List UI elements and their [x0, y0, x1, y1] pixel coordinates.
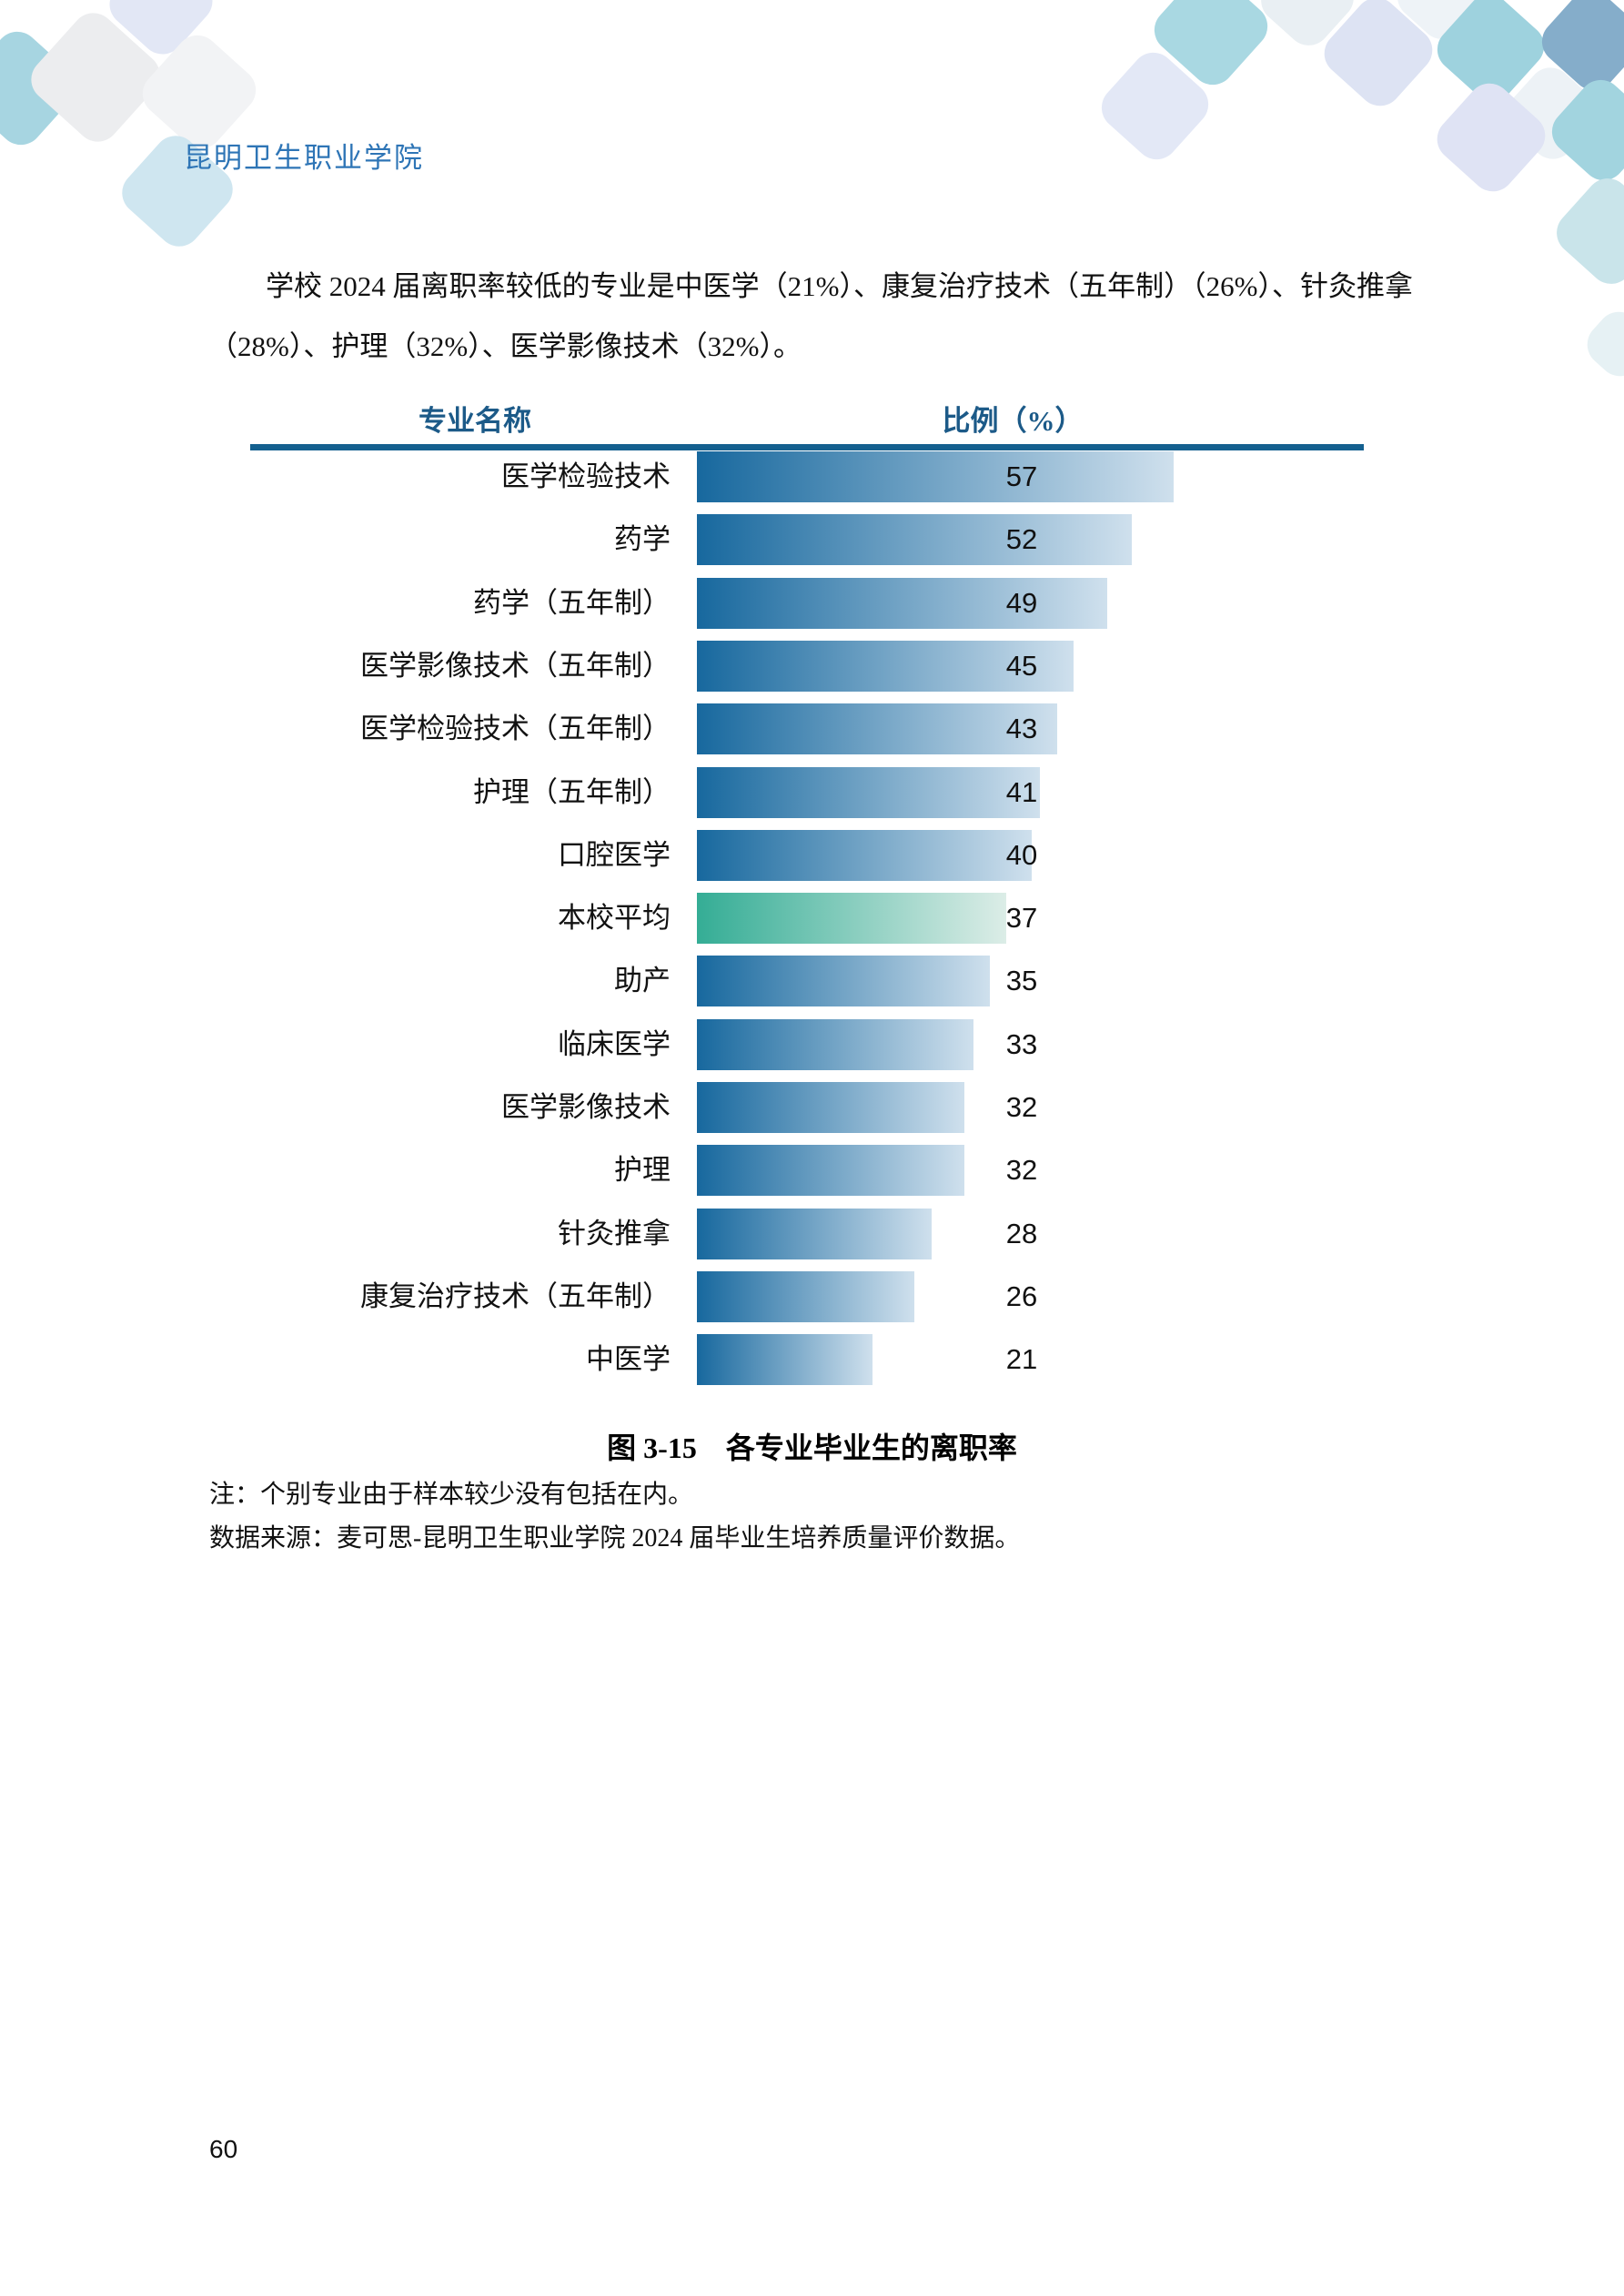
bar-value: 32	[1005, 1091, 1038, 1123]
bar-category-label: 针灸推拿	[558, 1217, 671, 1249]
bar-value: 33	[1005, 1027, 1038, 1060]
bar-category-label: 临床医学	[558, 1027, 671, 1060]
chart-row: 口腔医学 40	[0, 829, 1624, 881]
chart-row: 临床医学 33	[0, 1018, 1624, 1070]
chart-row: 药学 52	[0, 514, 1624, 566]
bar	[697, 1270, 914, 1322]
bar	[697, 514, 1132, 566]
bar-category-label: 口腔医学	[558, 838, 671, 871]
chart-row: 针灸推拿 28	[0, 1208, 1624, 1259]
bar-value: 26	[1005, 1279, 1038, 1312]
bar	[697, 1334, 873, 1386]
bar-value: 52	[1005, 523, 1038, 556]
bar-category-label: 康复治疗技术（五年制）	[360, 1279, 671, 1312]
bar-category-label: 医学检验技术（五年制）	[360, 713, 671, 745]
chart-row: 中医学 21	[0, 1334, 1624, 1386]
school-name: 昆明卫生职业学院	[184, 142, 424, 174]
bar-category-label: 护理	[614, 1154, 671, 1187]
bar-value: 35	[1005, 965, 1038, 997]
bar-value: 57	[1005, 460, 1038, 492]
bar-category-label: 药学（五年制）	[473, 586, 671, 619]
bar	[697, 1082, 964, 1133]
bar-value: 21	[1005, 1343, 1038, 1376]
bar	[697, 451, 1174, 502]
chart-row: 医学检验技术 57	[0, 451, 1624, 502]
chart-row: 医学影像技术 32	[0, 1082, 1624, 1133]
bar-value: 49	[1005, 586, 1038, 619]
bar	[697, 1018, 973, 1070]
bar	[697, 577, 1107, 629]
chart-row: 本校平均 37	[0, 893, 1624, 945]
note-source: 数据来源：麦可思-昆明卫生职业学院 2024 届毕业生培养质量评价数据。	[209, 1524, 1021, 1553]
bar	[697, 703, 1057, 755]
chart-row: 医学检验技术（五年制） 43	[0, 703, 1624, 755]
bar	[697, 829, 1032, 881]
bar-category-label: 本校平均	[558, 902, 671, 935]
bar-value: 32	[1005, 1154, 1038, 1187]
chart-row: 药学（五年制） 49	[0, 577, 1624, 629]
bar-value: 40	[1005, 838, 1038, 871]
note-sample: 注：个别专业由于样本较少没有包括在内。	[209, 1481, 694, 1509]
bar	[697, 1145, 964, 1197]
chart-row: 护理（五年制） 41	[0, 766, 1624, 818]
bar-value: 28	[1005, 1217, 1038, 1249]
bar	[697, 640, 1074, 692]
bar-value: 41	[1005, 775, 1038, 808]
bar	[697, 956, 990, 1007]
chart-row: 助产 35	[0, 956, 1624, 1007]
bar-category-label: 医学影像技术	[501, 1091, 671, 1123]
chart-header-rule	[250, 444, 1364, 450]
bar-value: 45	[1005, 649, 1038, 682]
intro-paragraph: 学校 2024 届离职率较低的专业是中医学（21%）、康复治疗技术（五年制）（2…	[209, 270, 1413, 362]
bar	[697, 1208, 932, 1259]
bar-category-label: 护理（五年制）	[473, 775, 671, 808]
column-header-value: 比例（%）	[942, 405, 1084, 437]
bar-highlight-average	[697, 893, 1006, 945]
bar-category-label: 中医学	[586, 1343, 671, 1376]
chart-row: 医学影像技术（五年制） 45	[0, 640, 1624, 692]
bar-category-label: 药学	[614, 523, 671, 556]
bar-value: 37	[1005, 902, 1038, 935]
column-header-category: 专业名称	[419, 405, 531, 437]
bar-value: 43	[1005, 713, 1038, 745]
bar-category-label: 助产	[614, 965, 671, 997]
chart-row: 康复治疗技术（五年制） 26	[0, 1270, 1624, 1322]
bar	[697, 766, 1040, 818]
bar-category-label: 医学影像技术（五年制）	[360, 649, 671, 682]
bar-category-label: 医学检验技术	[501, 460, 671, 492]
chart-caption: 图 3-15 各专业毕业生的离职率	[607, 1431, 1017, 1464]
page-number: 60	[209, 2135, 238, 2163]
chart-row: 护理 32	[0, 1145, 1624, 1197]
